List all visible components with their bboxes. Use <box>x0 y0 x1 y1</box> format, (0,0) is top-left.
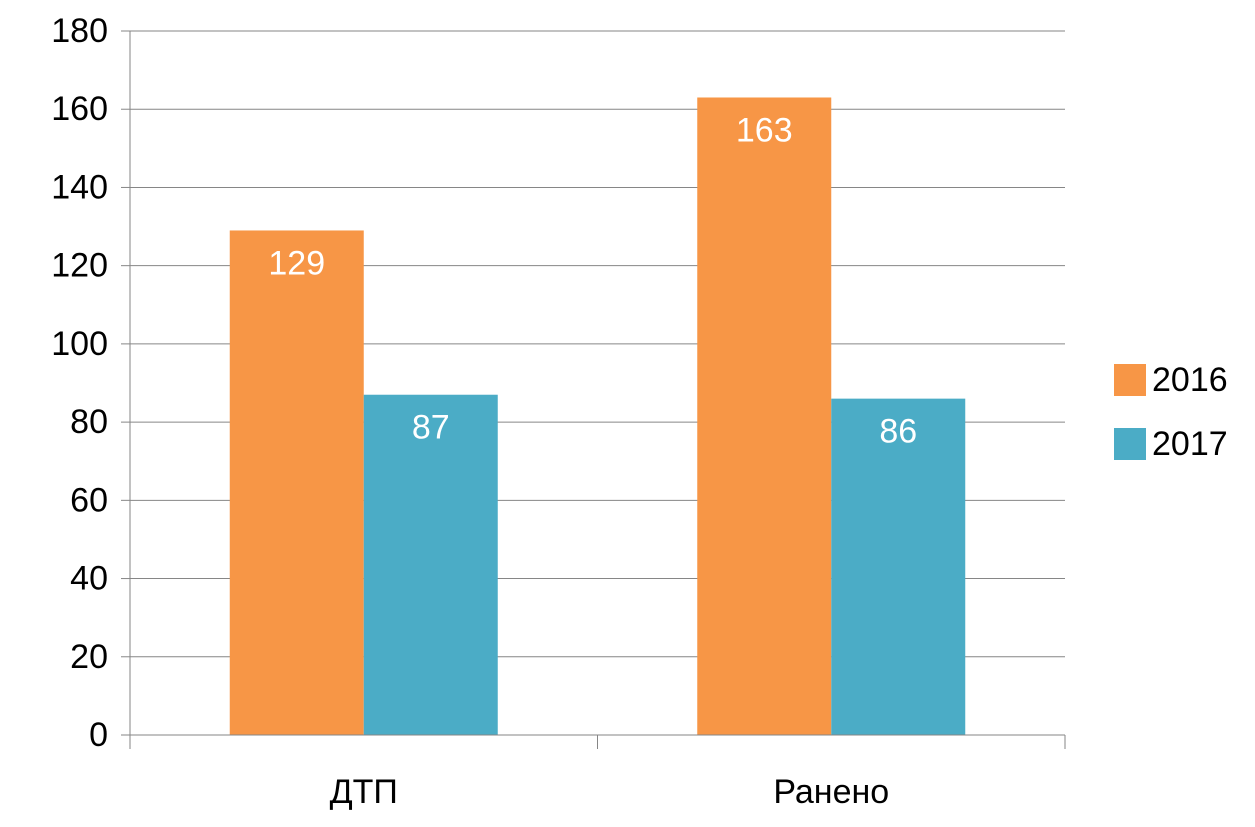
bar-2016-1 <box>697 97 832 735</box>
y-tick-label: 20 <box>70 638 108 676</box>
x-category-label: Ранено <box>773 773 889 811</box>
legend-label: 2016 <box>1152 361 1228 399</box>
data-labels: 129 87 163 86 <box>268 111 917 450</box>
legend-swatch-2017 <box>1114 428 1146 460</box>
bar-2017-1 <box>831 398 966 735</box>
y-tick-label: 140 <box>51 168 108 206</box>
y-tick-label: 40 <box>70 560 108 598</box>
bar-2016-0 <box>229 230 364 735</box>
legend-label: 2017 <box>1152 425 1228 463</box>
y-tick-label: 120 <box>51 247 108 285</box>
bars <box>229 97 966 735</box>
x-category-label: ДТП <box>330 773 398 811</box>
y-tick-label: 60 <box>70 481 108 519</box>
y-tick-label: 0 <box>89 716 108 754</box>
data-label: 86 <box>879 413 917 451</box>
legend: 2016 2017 <box>1114 361 1228 463</box>
y-tick-label: 80 <box>70 403 108 441</box>
data-label: 163 <box>736 111 793 149</box>
y-tick-label: 100 <box>51 325 108 363</box>
y-tick-label: 160 <box>51 90 108 128</box>
legend-swatch-2016 <box>1114 364 1146 396</box>
axes: 0 20 40 60 80 100 120 140 160 180 ДТП Ранено <box>51 12 1066 811</box>
bar-2017-0 <box>363 394 498 735</box>
y-tick-label: 180 <box>51 12 108 50</box>
data-label: 87 <box>412 409 450 447</box>
data-label: 129 <box>268 244 325 282</box>
